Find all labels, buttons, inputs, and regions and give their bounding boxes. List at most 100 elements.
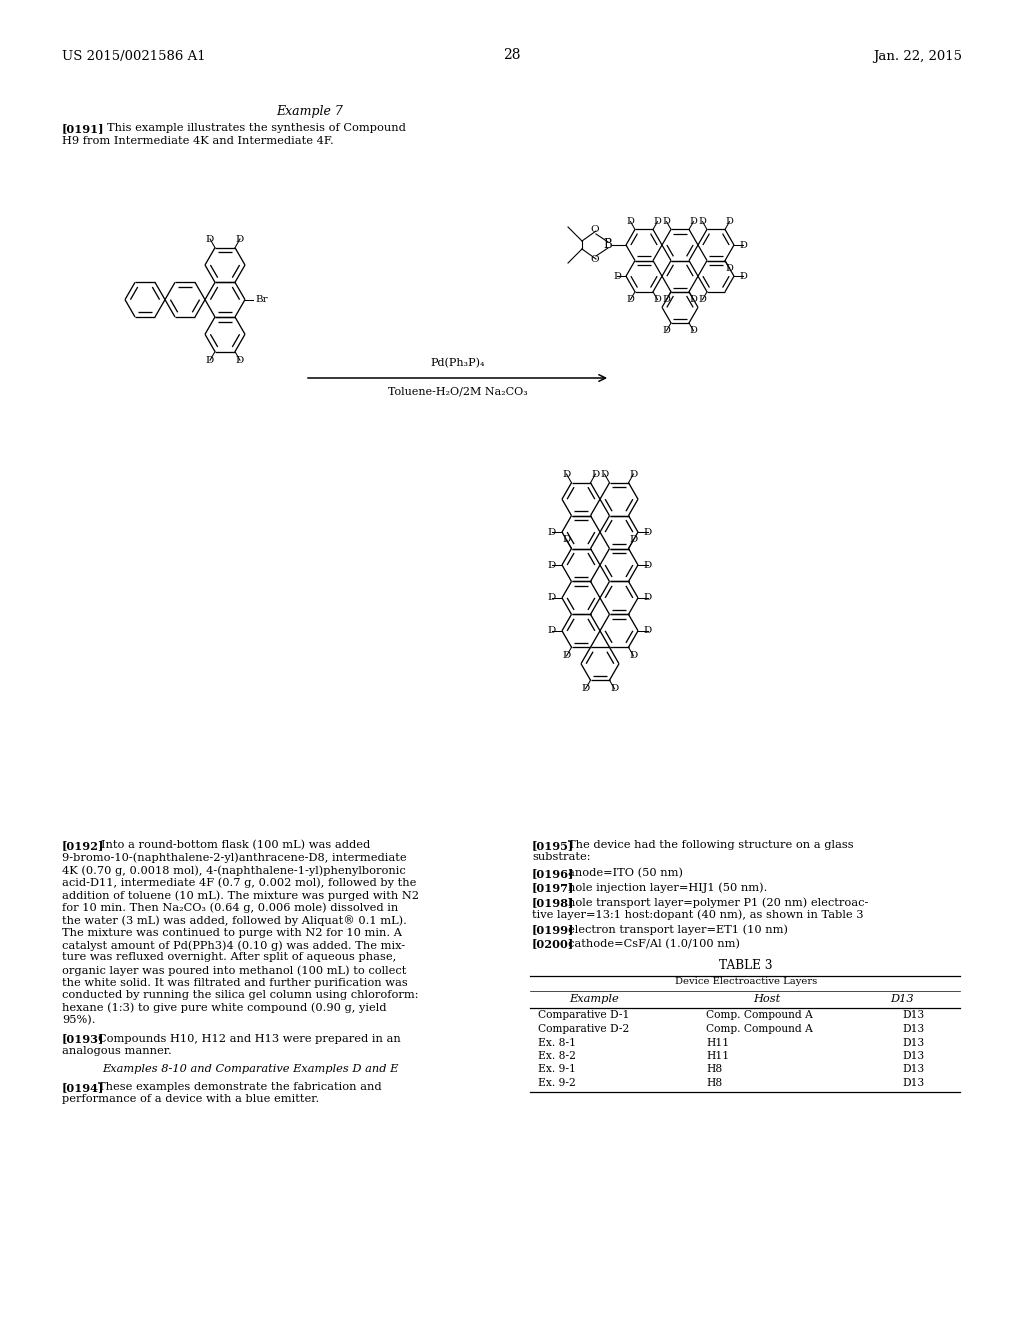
Text: D: D (630, 652, 638, 660)
Text: the water (3 mL) was added, followed by Aliquat® 0.1 mL).: the water (3 mL) was added, followed by … (62, 915, 407, 925)
Text: D: D (630, 470, 638, 479)
Text: D: D (726, 216, 733, 226)
Text: Example: Example (569, 994, 618, 1005)
Text: D: D (644, 528, 652, 537)
Text: 4K (0.70 g, 0.0018 mol), 4-(naphthalene-1-yl)phenylboronic: 4K (0.70 g, 0.0018 mol), 4-(naphthalene-… (62, 865, 406, 875)
Text: D: D (236, 356, 244, 364)
Text: D: D (600, 470, 608, 479)
Text: D: D (627, 216, 635, 226)
Text: analogous manner.: analogous manner. (62, 1045, 172, 1056)
Text: 95%).: 95%). (62, 1015, 95, 1026)
Text: for 10 min. Then Na₂CO₃ (0.64 g, 0.006 mole) dissolved in: for 10 min. Then Na₂CO₃ (0.64 g, 0.006 m… (62, 903, 398, 913)
Text: hexane (1:3) to give pure white compound (0.90 g, yield: hexane (1:3) to give pure white compound… (62, 1002, 386, 1012)
Text: D: D (613, 272, 621, 281)
Text: D13: D13 (902, 1051, 924, 1061)
Text: H9 from Intermediate 4K and Intermediate 4F.: H9 from Intermediate 4K and Intermediate… (62, 136, 334, 145)
Text: Examples 8-10 and Comparative Examples D and E: Examples 8-10 and Comparative Examples D… (102, 1064, 398, 1074)
Text: D: D (726, 264, 733, 273)
Text: D: D (653, 216, 662, 226)
Text: organic layer was poured into methanol (100 mL) to collect: organic layer was poured into methanol (… (62, 965, 407, 975)
Text: O: O (591, 256, 599, 264)
Text: performance of a device with a blue emitter.: performance of a device with a blue emit… (62, 1094, 319, 1105)
Text: D13: D13 (890, 994, 913, 1005)
Text: [0194]: [0194] (62, 1082, 104, 1093)
Text: Example 7: Example 7 (276, 106, 343, 117)
Text: Br: Br (255, 296, 267, 304)
Text: The mixture was continued to purge with N2 for 10 min. A: The mixture was continued to purge with … (62, 928, 402, 937)
Text: addition of toluene (10 mL). The mixture was purged with N2: addition of toluene (10 mL). The mixture… (62, 890, 419, 900)
Text: cathode=CsF/Al (1.0/100 nm): cathode=CsF/Al (1.0/100 nm) (568, 939, 740, 949)
Text: Comparative D-1: Comparative D-1 (538, 1011, 630, 1020)
Text: D: D (562, 652, 570, 660)
Text: D: D (582, 684, 590, 693)
Text: D13: D13 (902, 1024, 924, 1034)
Text: D: D (592, 470, 600, 479)
Text: D: D (627, 296, 635, 304)
Text: Device Electroactive Layers: Device Electroactive Layers (675, 978, 817, 986)
Text: Toluene-H₂O/2M Na₂CO₃: Toluene-H₂O/2M Na₂CO₃ (388, 385, 528, 396)
Text: 28: 28 (503, 48, 521, 62)
Text: acid-D11, intermediate 4F (0.7 g, 0.002 mol), followed by the: acid-D11, intermediate 4F (0.7 g, 0.002 … (62, 878, 417, 888)
Text: D: D (548, 561, 556, 569)
Text: [0191]: [0191] (62, 123, 104, 135)
Text: H11: H11 (706, 1038, 729, 1048)
Text: D13: D13 (902, 1038, 924, 1048)
Text: Comp. Compound A: Comp. Compound A (706, 1011, 813, 1020)
Text: Compounds H10, H12 and H13 were prepared in an: Compounds H10, H12 and H13 were prepared… (98, 1034, 400, 1044)
Text: D: D (663, 216, 671, 226)
Text: Into a round-bottom flask (100 mL) was added: Into a round-bottom flask (100 mL) was a… (100, 840, 370, 850)
Text: ture was refluxed overnight. After split of aqueous phase,: ture was refluxed overnight. After split… (62, 953, 396, 962)
Text: Comp. Compound A: Comp. Compound A (706, 1024, 813, 1034)
Text: Host: Host (754, 994, 780, 1005)
Text: substrate:: substrate: (532, 853, 591, 862)
Text: tive layer=13:1 host:dopant (40 nm), as shown in Table 3: tive layer=13:1 host:dopant (40 nm), as … (532, 909, 863, 920)
Text: [0200]: [0200] (532, 939, 574, 949)
Text: D: D (689, 296, 697, 304)
Text: This example illustrates the synthesis of Compound: This example illustrates the synthesis o… (106, 123, 406, 133)
Text: D13: D13 (902, 1011, 924, 1020)
Text: These examples demonstrate the fabrication and: These examples demonstrate the fabricati… (98, 1082, 382, 1092)
Text: 9-bromo-10-(naphthalene-2-yl)anthracene-D8, intermediate: 9-bromo-10-(naphthalene-2-yl)anthracene-… (62, 853, 407, 863)
Text: Ex. 9-1: Ex. 9-1 (538, 1064, 575, 1074)
Text: D: D (739, 240, 746, 249)
Text: the white solid. It was filtrated and further purification was: the white solid. It was filtrated and fu… (62, 978, 408, 987)
Text: US 2015/0021586 A1: US 2015/0021586 A1 (62, 50, 206, 63)
Text: D13: D13 (902, 1064, 924, 1074)
Text: The device had the following structure on a glass: The device had the following structure o… (568, 840, 854, 850)
Text: D: D (698, 216, 707, 226)
Text: [0199]: [0199] (532, 924, 574, 935)
Text: Ex. 8-2: Ex. 8-2 (538, 1051, 575, 1061)
Text: D: D (653, 296, 662, 304)
Text: electron transport layer=ET1 (10 nm): electron transport layer=ET1 (10 nm) (568, 924, 788, 935)
Text: D: D (630, 536, 638, 544)
Text: D: D (206, 356, 214, 364)
Text: D: D (689, 326, 697, 335)
Text: conducted by running the silica gel column using chloroform:: conducted by running the silica gel colu… (62, 990, 419, 1001)
Text: D: D (610, 684, 618, 693)
Text: [0197]: [0197] (532, 883, 574, 894)
Text: hole injection layer=HIJ1 (50 nm).: hole injection layer=HIJ1 (50 nm). (568, 883, 767, 894)
Text: D: D (562, 470, 570, 479)
Text: D: D (548, 626, 556, 635)
Text: D: D (206, 235, 214, 243)
Text: [0196]: [0196] (532, 869, 574, 879)
Text: B: B (603, 239, 612, 252)
Text: O: O (591, 226, 599, 235)
Text: H8: H8 (706, 1064, 722, 1074)
Text: D: D (644, 626, 652, 635)
Text: D: D (562, 536, 570, 544)
Text: D: D (644, 594, 652, 602)
Text: TABLE 3: TABLE 3 (719, 960, 773, 972)
Text: Ex. 8-1: Ex. 8-1 (538, 1038, 575, 1048)
Text: D: D (663, 326, 671, 335)
Text: D: D (548, 528, 556, 537)
Text: H8: H8 (706, 1078, 722, 1088)
Text: anode=ITO (50 nm): anode=ITO (50 nm) (568, 869, 683, 878)
Text: Comparative D-2: Comparative D-2 (538, 1024, 630, 1034)
Text: D: D (698, 296, 707, 304)
Text: D: D (689, 216, 697, 226)
Text: [0193]: [0193] (62, 1034, 104, 1044)
Text: hole transport layer=polymer P1 (20 nm) electroac-: hole transport layer=polymer P1 (20 nm) … (568, 898, 868, 908)
Text: D13: D13 (902, 1078, 924, 1088)
Text: [0198]: [0198] (532, 898, 574, 908)
